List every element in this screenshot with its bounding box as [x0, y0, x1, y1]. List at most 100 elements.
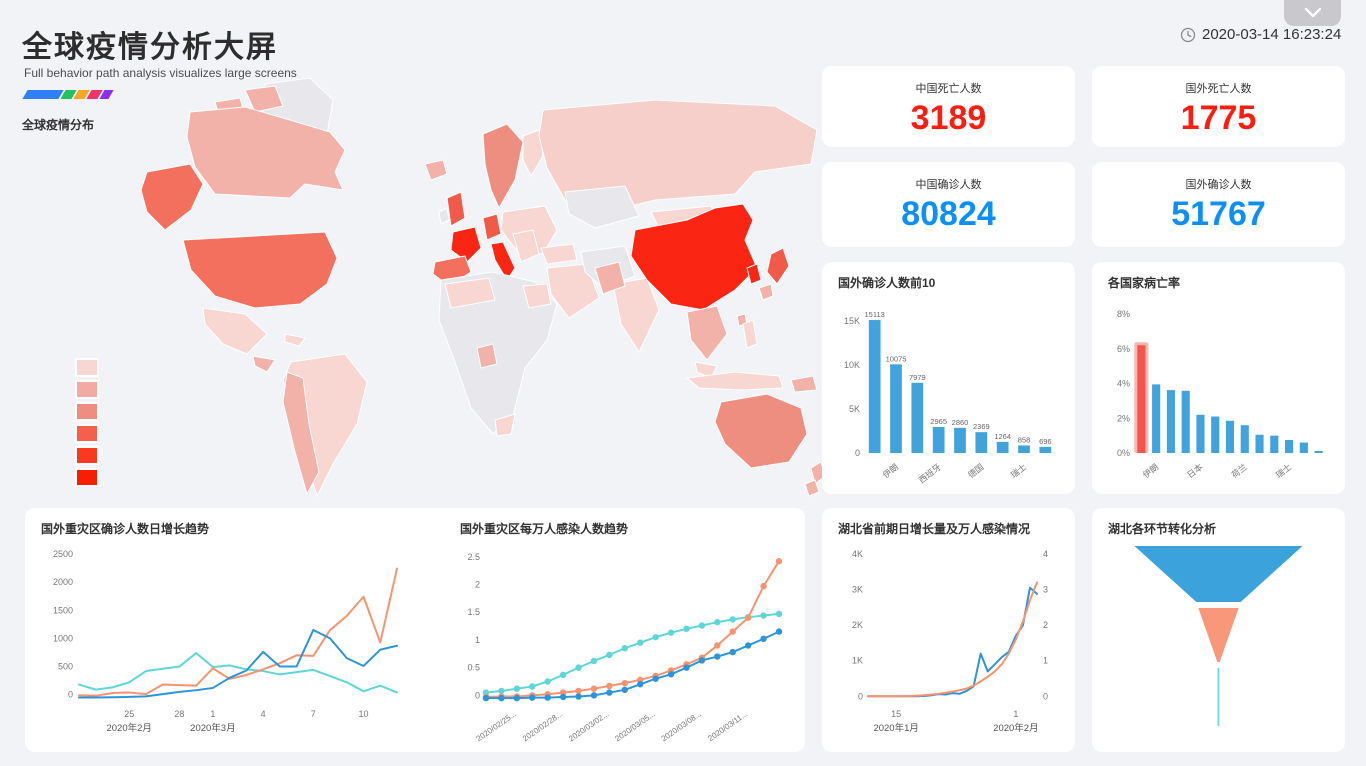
country-saudi — [546, 263, 600, 319]
country-pakistan — [594, 261, 626, 295]
country-egypt — [522, 283, 552, 309]
svg-text:858: 858 — [1018, 435, 1031, 444]
card-foreign-top10: 国外确诊人数前10 0 5K 10K 15K 15113 10075 伊朗 7979 2965 西… — [822, 262, 1075, 494]
country-india — [612, 277, 660, 353]
svg-text:7: 7 — [311, 709, 316, 719]
svg-text:2020年2月: 2020年2月 — [993, 722, 1038, 734]
country-se-asia — [686, 305, 728, 361]
country-scandinavia — [482, 123, 524, 209]
world-map[interactable] — [95, 72, 825, 502]
svg-text:3K: 3K — [852, 585, 863, 595]
svg-text:8%: 8% — [1117, 309, 1130, 319]
svg-text:0%: 0% — [1117, 448, 1130, 458]
svg-text:0: 0 — [855, 448, 860, 458]
bar-chart-foreign-top10[interactable]: 0 5K 10K 15K 15113 10075 伊朗 7979 2965 西班牙 2860 2369… — [834, 294, 1062, 489]
country-central-america — [252, 355, 276, 373]
svg-text:2500: 2500 — [53, 549, 73, 559]
svg-text:2020/03/11...: 2020/03/11... — [706, 709, 749, 743]
svg-text:2020年1月: 2020年1月 — [873, 722, 918, 734]
chevron-down-icon — [1304, 7, 1321, 18]
svg-text:瑞士: 瑞士 — [1274, 461, 1294, 480]
country-balkans — [512, 229, 540, 263]
card-overseas-trends: 国外重灾区确诊人数日增长趋势 国外重灾区每万人感染人数趋势 0 500 1000 15… — [25, 508, 805, 752]
map-legend — [75, 358, 99, 490]
svg-text:2.5: 2.5 — [467, 552, 480, 562]
funnel-chart-hubei[interactable] — [1100, 540, 1337, 740]
dual-line-chart-hubei[interactable]: 0 1K 2K 3K 4K 0 1 2 3 4 15 2020年1月 1 2020年2月 — [830, 540, 1067, 746]
country-japan — [766, 247, 790, 285]
clock-icon — [1180, 27, 1196, 42]
country-finland — [522, 129, 544, 177]
svg-text:28: 28 — [174, 709, 184, 719]
chart-title: 国外重灾区每万人感染人数趋势 — [460, 522, 629, 536]
map-legend-swatch — [75, 446, 99, 465]
svg-text:0: 0 — [1043, 691, 1048, 701]
svg-text:3: 3 — [1043, 585, 1048, 595]
stat-label: 中国确诊人数 — [915, 179, 982, 191]
card-death-rate: 各国家病亡率 0% 2% 4% 6% 8% 伊朗 日本 荷兰 瑞士 — [1092, 262, 1345, 494]
stat-card-china-deaths: 中国死亡人数 3189 — [822, 66, 1075, 147]
chart-title: 国外重灾区确诊人数日增长趋势 — [41, 522, 210, 536]
svg-text:1500: 1500 — [53, 605, 73, 615]
country-iceland — [424, 159, 448, 181]
svg-text:2020/03/08...: 2020/03/08... — [660, 709, 703, 743]
page-title: 全球疫情分析大屏 — [22, 31, 278, 64]
chart-title: 各国家病亡率 — [1108, 276, 1181, 290]
svg-text:0: 0 — [475, 690, 480, 700]
svg-text:瑞士: 瑞士 — [1009, 461, 1029, 480]
country-italy — [490, 241, 516, 281]
country-korea — [746, 263, 762, 285]
svg-text:2: 2 — [475, 579, 480, 589]
svg-text:0: 0 — [68, 690, 73, 700]
line-chart-daily-increase[interactable]: 0 500 1000 1500 2000 2500 25 2020年2月 28 1 2020年3月 4… — [33, 540, 413, 746]
card-hubei-trend: 湖北省前期日增长量及万人感染情况 0 1K 2K 3K 4K 0 1 2 3 4 15 2020年1月… — [822, 508, 1075, 752]
country-africa — [438, 271, 558, 435]
stat-value: 1775 — [1180, 99, 1257, 137]
svg-text:10: 10 — [359, 709, 369, 719]
map-legend-swatch — [75, 380, 99, 399]
bar-chart-death-rate[interactable]: 0% 2% 4% 6% 8% 伊朗 日本 荷兰 瑞士 — [1104, 294, 1332, 489]
country-south-africa — [494, 413, 516, 437]
svg-text:荷兰: 荷兰 — [1229, 462, 1249, 480]
svg-text:2000: 2000 — [53, 577, 73, 587]
country-mexico — [202, 307, 268, 355]
stat-card-foreign-confirmed: 国外确诊人数 51767 — [1092, 162, 1345, 247]
svg-text:25: 25 — [124, 709, 134, 719]
map-legend-swatch — [75, 358, 99, 377]
country-cuba — [284, 333, 306, 347]
svg-text:伊朗: 伊朗 — [1141, 462, 1161, 480]
svg-text:15: 15 — [891, 709, 901, 719]
stat-value: 80824 — [901, 195, 996, 233]
country-andes — [282, 371, 320, 495]
stat-label: 中国死亡人数 — [915, 83, 982, 95]
collapse-button[interactable] — [1284, 0, 1341, 26]
card-hubei-funnel: 湖北各环节转化分析 — [1092, 508, 1345, 752]
country-nigeria — [476, 343, 498, 369]
svg-text:德国: 德国 — [966, 462, 986, 480]
svg-text:2020年3月: 2020年3月 — [190, 722, 235, 734]
svg-text:696: 696 — [1039, 437, 1052, 446]
svg-text:6%: 6% — [1117, 344, 1130, 354]
chart-title: 湖北省前期日增长量及万人感染情况 — [838, 522, 1031, 536]
country-new-zealand — [804, 479, 820, 497]
country-png — [790, 375, 818, 393]
svg-text:2020年2月: 2020年2月 — [106, 722, 151, 734]
svg-text:4K: 4K — [852, 549, 863, 559]
svg-text:10K: 10K — [844, 360, 860, 370]
country-japan-south — [758, 283, 774, 301]
svg-text:2: 2 — [1043, 620, 1048, 630]
country-turkey — [540, 243, 578, 265]
map-legend-swatch — [75, 424, 99, 443]
svg-text:1000: 1000 — [53, 633, 73, 643]
svg-text:4: 4 — [261, 709, 266, 719]
svg-text:4%: 4% — [1117, 379, 1130, 389]
svg-text:1: 1 — [210, 709, 215, 719]
chart-title: 湖北各环节转化分析 — [1108, 522, 1217, 536]
svg-text:2K: 2K — [852, 620, 863, 630]
svg-text:4: 4 — [1043, 549, 1048, 559]
svg-text:日本: 日本 — [1185, 461, 1205, 480]
svg-text:2020/02/28...: 2020/02/28... — [521, 709, 564, 743]
stat-label: 国外确诊人数 — [1185, 179, 1252, 191]
country-north-africa — [444, 277, 496, 309]
